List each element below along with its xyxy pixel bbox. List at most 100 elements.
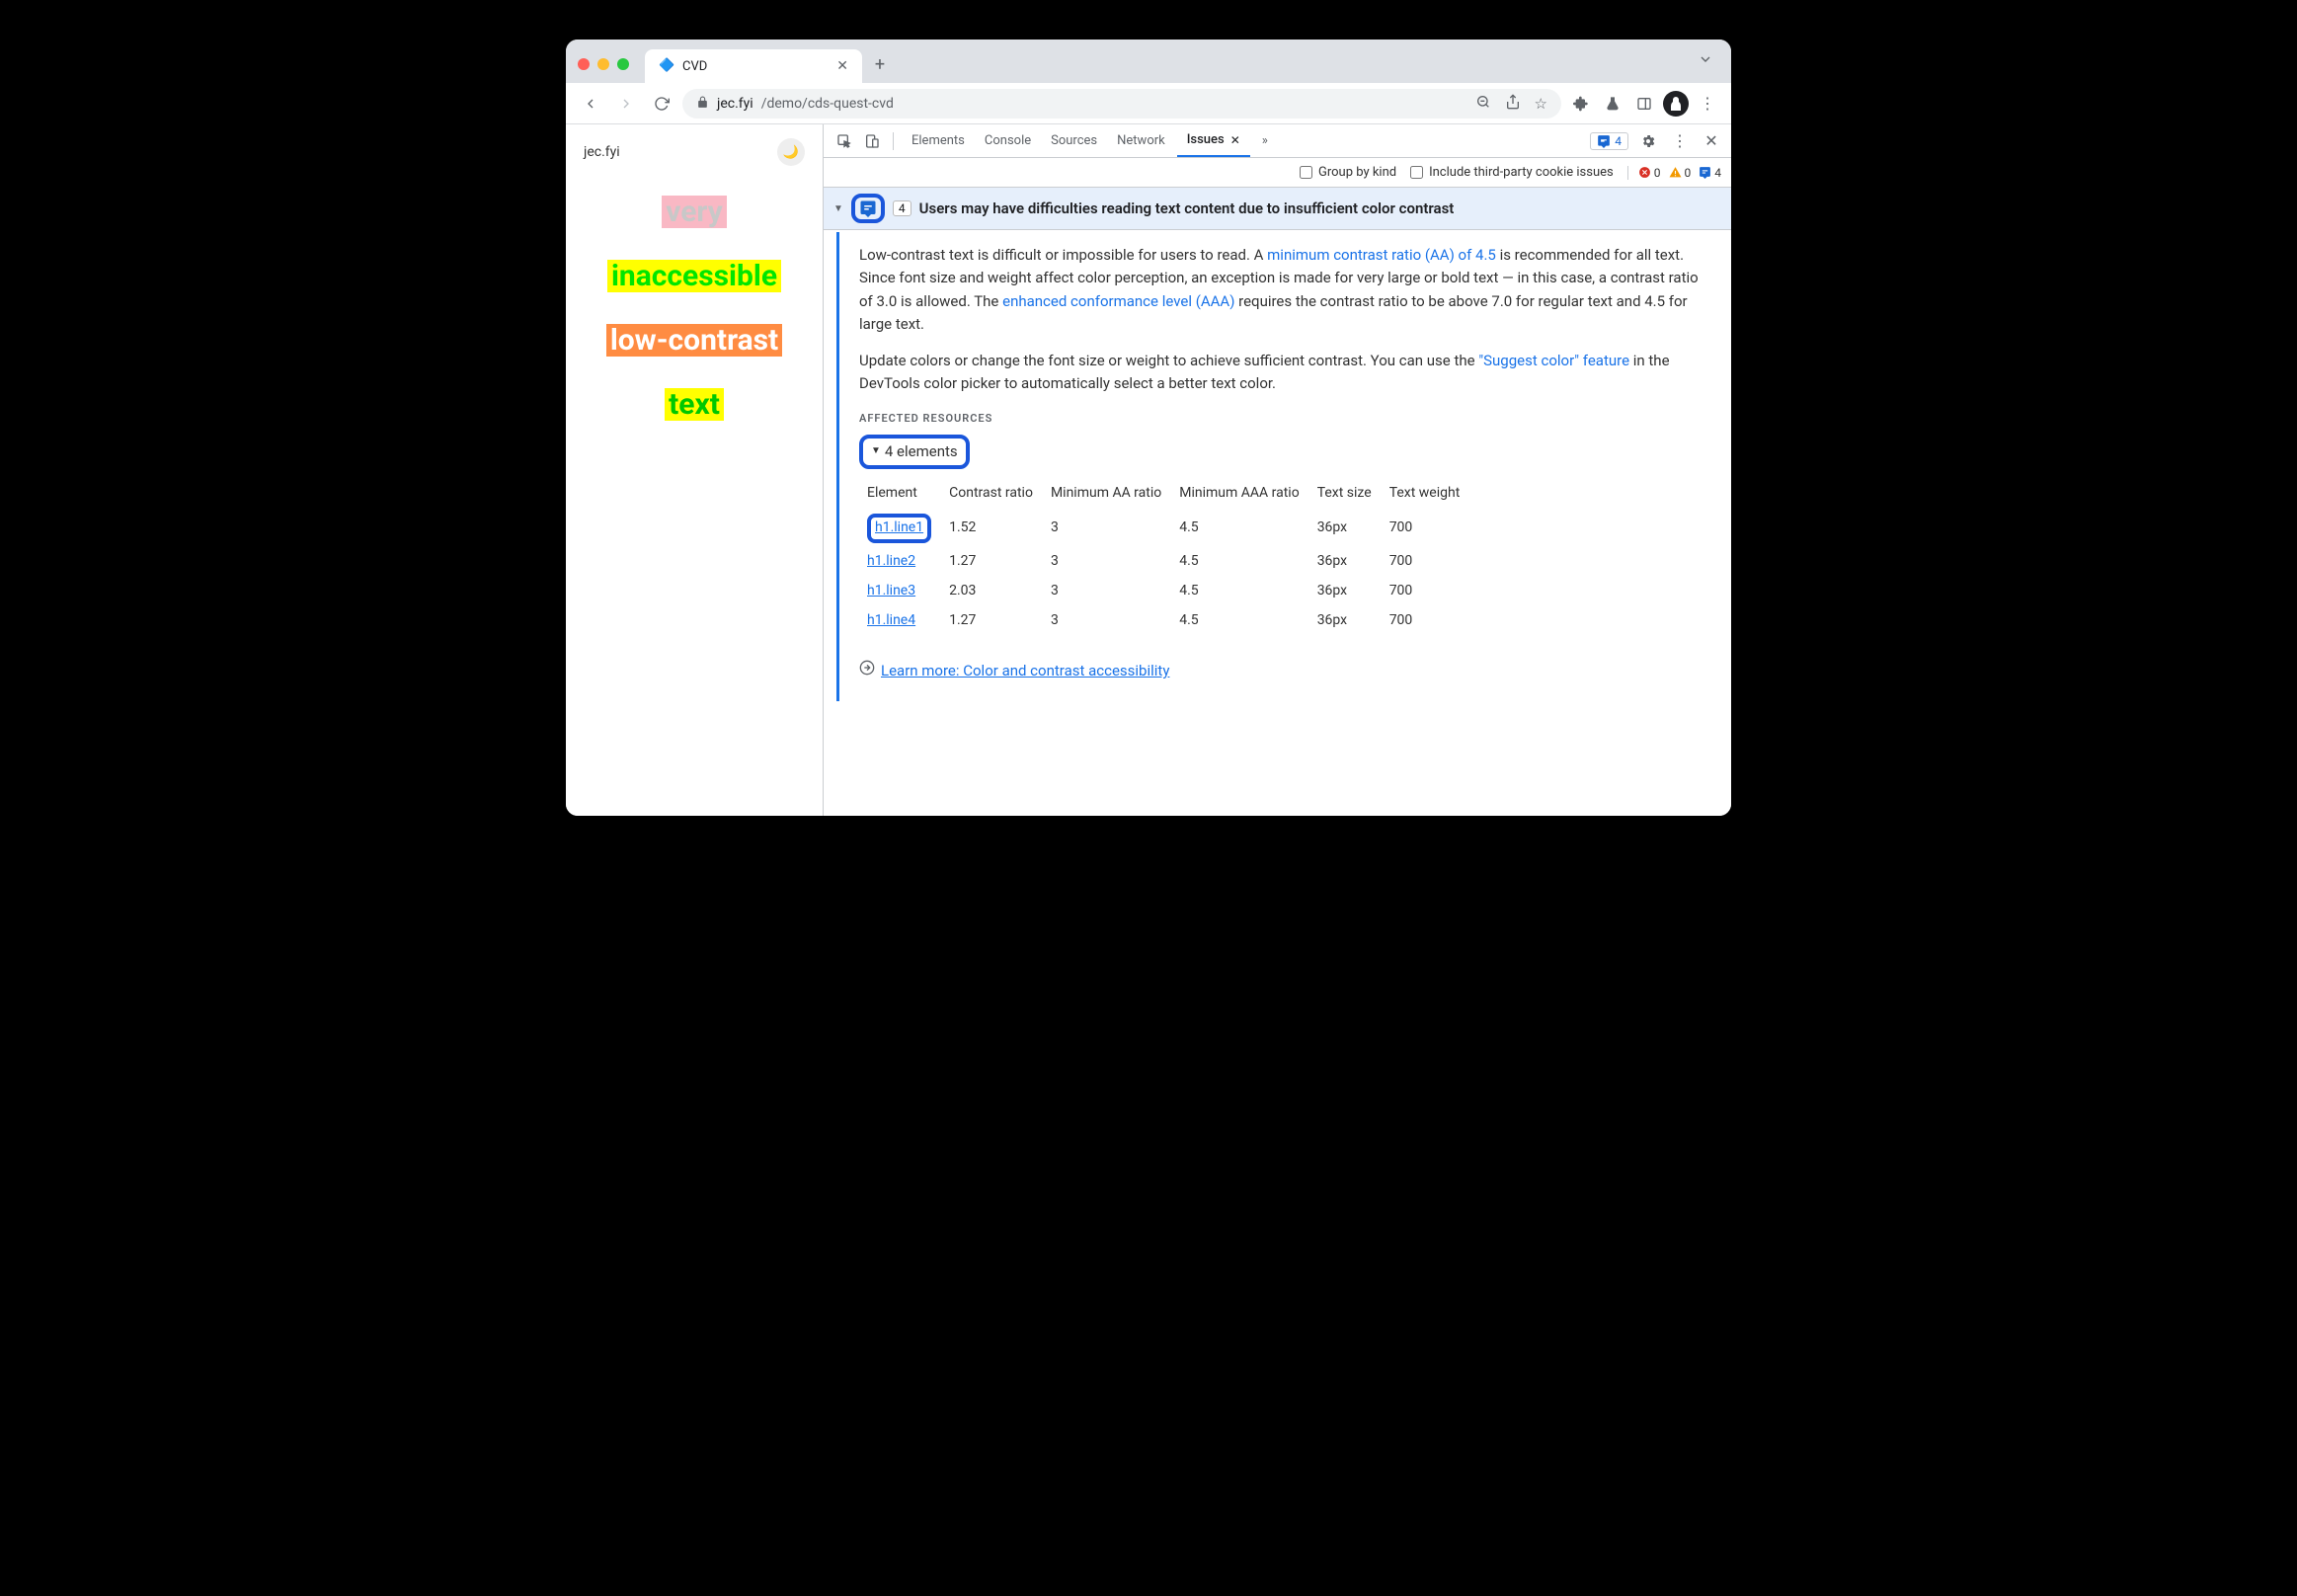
address-bar[interactable]: jec.fyi/demo/cds-quest-cvd ☆ [682, 89, 1561, 119]
devtools-tab-elements[interactable]: Elements [902, 124, 975, 157]
extensions-button[interactable] [1567, 90, 1595, 118]
table-cell: 36px [1317, 577, 1389, 606]
table-cell: 700 [1389, 577, 1478, 606]
affected-elements-table: ElementContrast ratioMinimum AA ratioMin… [867, 479, 1477, 635]
issues-count-chip[interactable]: 4 [1590, 132, 1628, 150]
devtools-tab-network[interactable]: Network [1107, 124, 1175, 157]
table-cell: 2.03 [949, 577, 1051, 606]
maximize-window-button[interactable] [617, 58, 629, 70]
share-icon[interactable] [1505, 94, 1521, 114]
close-tab-icon[interactable]: ✕ [1230, 133, 1240, 147]
arrow-right-icon [859, 659, 875, 683]
labs-button[interactable] [1599, 90, 1626, 118]
element-link[interactable]: h1.line3 [867, 583, 915, 598]
back-button[interactable] [576, 89, 605, 119]
more-tabs-button[interactable]: » [1252, 133, 1278, 148]
devtools-panel: ElementsConsoleSourcesNetwork Issues✕ » … [823, 124, 1731, 816]
profile-button[interactable] [1662, 90, 1690, 118]
menu-button[interactable]: ⋮ [1694, 90, 1721, 118]
table-cell: 36px [1317, 510, 1389, 547]
page-brand: jec.fyi [584, 144, 620, 160]
table-cell: 1.27 [949, 547, 1051, 577]
error-count: 0 [1638, 166, 1661, 180]
url-domain: jec.fyi [717, 96, 753, 112]
demo-text-item: low-contrast [606, 324, 782, 357]
tabs-overflow-button[interactable] [1698, 51, 1713, 71]
toolbar-icons: ⋮ [1567, 90, 1721, 118]
issue-description-1: Low-contrast text is difficult or imposs… [859, 244, 1713, 336]
theme-toggle-button[interactable]: 🌙 [777, 138, 805, 166]
warning-count: 0 [1669, 166, 1692, 180]
expand-icon: ▼ [833, 203, 843, 214]
table-cell: 3 [1051, 510, 1179, 547]
table-row: h1.line4 1.2734.536px700 [867, 606, 1477, 636]
contrast-aa-link[interactable]: minimum contrast ratio (AA) of 4.5 [1267, 246, 1496, 264]
table-header: Text weight [1389, 479, 1478, 511]
page-viewport: jec.fyi 🌙 very inaccessible low-contrast te… [566, 124, 823, 816]
devtools-tab-console[interactable]: Console [975, 124, 1041, 157]
element-link[interactable]: h1.line4 [867, 612, 915, 628]
issue-indent-bar [836, 232, 839, 701]
issue-description-2: Update colors or change the font size or… [859, 350, 1713, 396]
browser-tab[interactable]: 🔷 CVD ✕ [645, 49, 862, 83]
contrast-aaa-link[interactable]: enhanced conformance level (AAA) [1002, 292, 1234, 310]
learn-more-link[interactable]: Learn more: Color and contrast accessibi… [881, 660, 1169, 682]
page-header: jec.fyi 🌙 [584, 138, 805, 166]
demo-text-list: very inaccessible low-contrast text [584, 196, 805, 421]
new-tab-button[interactable]: + [866, 54, 894, 75]
table-cell: 700 [1389, 510, 1478, 547]
browser-toolbar: jec.fyi/demo/cds-quest-cvd ☆ ⋮ [566, 83, 1731, 124]
minimize-window-button[interactable] [597, 58, 609, 70]
forward-button[interactable] [611, 89, 641, 119]
devtools-tab-sources[interactable]: Sources [1041, 124, 1107, 157]
table-header: Contrast ratio [949, 479, 1051, 511]
learn-more-row: Learn more: Color and contrast accessibi… [859, 659, 1713, 683]
table-row: h1.line32.0334.536px700 [867, 577, 1477, 606]
reload-button[interactable] [647, 89, 676, 119]
table-cell: 1.52 [949, 510, 1051, 547]
demo-text-item: inaccessible [607, 260, 781, 292]
devtools-menu-button[interactable]: ⋮ [1668, 131, 1692, 150]
table-header: Element [867, 479, 949, 511]
group-by-kind-checkbox[interactable]: Group by kind [1300, 165, 1396, 180]
close-window-button[interactable] [578, 58, 590, 70]
element-link[interactable]: h1.line2 [867, 553, 915, 569]
url-path: /demo/cds-quest-cvd [761, 96, 894, 112]
zoom-icon[interactable] [1475, 94, 1491, 114]
lock-icon [696, 96, 709, 112]
content-area: jec.fyi 🌙 very inaccessible low-contrast te… [566, 124, 1731, 816]
window-controls [578, 58, 629, 70]
table-cell: 700 [1389, 606, 1478, 636]
bookmark-icon[interactable]: ☆ [1535, 95, 1547, 113]
table-cell: 3 [1051, 606, 1179, 636]
element-link[interactable]: h1.line1 [875, 519, 923, 535]
third-party-checkbox[interactable]: Include third-party cookie issues [1410, 165, 1614, 180]
table-cell: 36px [1317, 606, 1389, 636]
demo-text-item: very [662, 196, 727, 228]
tab-close-button[interactable]: ✕ [836, 58, 848, 74]
browser-window: 🔷 CVD ✕ + jec.fyi/demo/cds-quest-cvd ☆ ⋮ [566, 40, 1731, 816]
table-header: Minimum AAA ratio [1179, 479, 1316, 511]
settings-button[interactable] [1636, 133, 1660, 149]
devtools-tab-issues[interactable]: Issues✕ [1177, 124, 1250, 157]
browser-tabbar: 🔷 CVD ✕ + [566, 40, 1731, 83]
table-header: Minimum AA ratio [1051, 479, 1179, 511]
devtools-close-button[interactable]: ✕ [1700, 131, 1723, 150]
inspect-button[interactable] [832, 133, 857, 149]
table-cell: 3 [1051, 547, 1179, 577]
demo-text-item: text [665, 388, 724, 421]
favicon-icon: 🔷 [659, 58, 674, 74]
highlighted-elements-toggle[interactable]: ▼ 4 elements [859, 435, 970, 469]
device-toggle-button[interactable] [859, 133, 885, 149]
table-cell: 4.5 [1179, 606, 1316, 636]
issue-header[interactable]: ▼ 4 Users may have difficulties reading … [824, 188, 1731, 230]
suggest-color-link[interactable]: "Suggest color" feature [1478, 352, 1629, 369]
table-cell: 1.27 [949, 606, 1051, 636]
table-row: h1.line11.5234.536px700 [867, 510, 1477, 547]
table-cell: 4.5 [1179, 547, 1316, 577]
sidepanel-button[interactable] [1630, 90, 1658, 118]
issue-counts: 0 0 4 [1627, 166, 1721, 180]
issue-occurrence-count: 4 [893, 200, 911, 216]
devtools-tabbar: ElementsConsoleSourcesNetwork Issues✕ » … [824, 124, 1731, 158]
info-count: 4 [1699, 166, 1721, 180]
